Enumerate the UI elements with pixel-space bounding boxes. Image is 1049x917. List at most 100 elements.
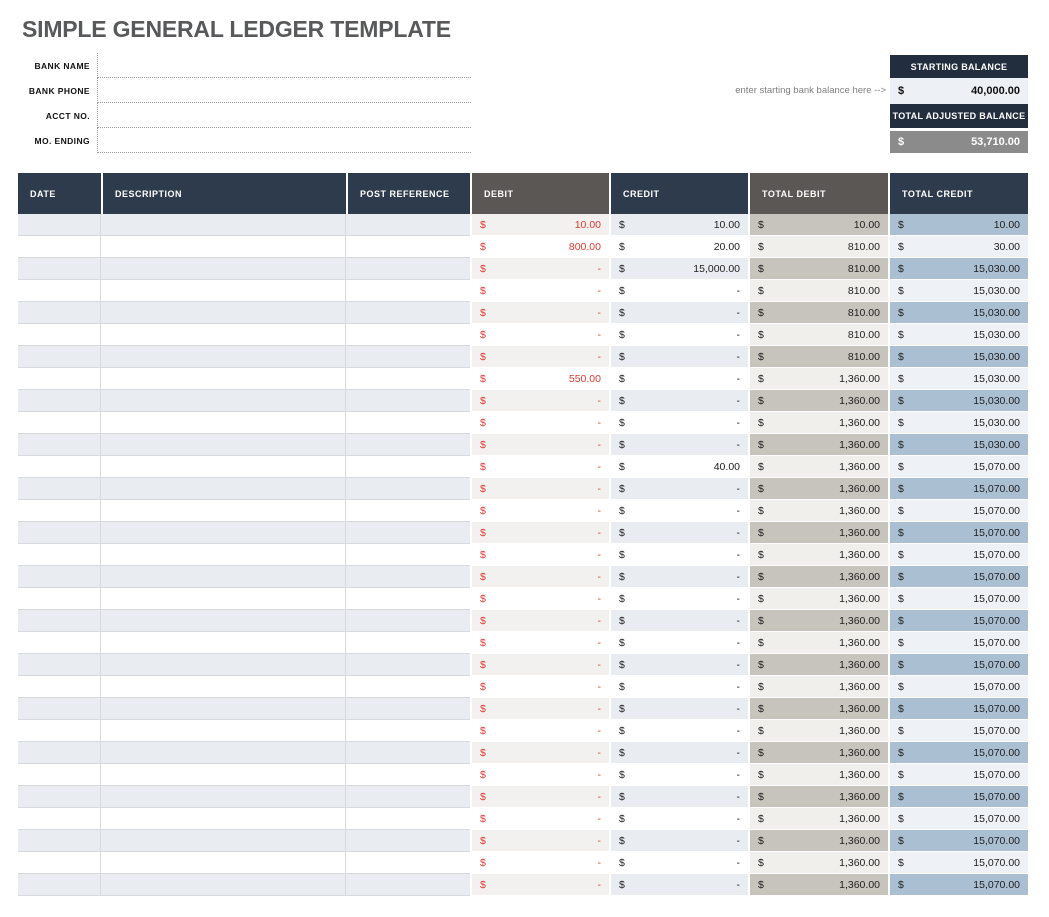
total-credit-cell[interactable]: $15,030.00: [888, 390, 1028, 412]
description-cell[interactable]: [101, 544, 346, 566]
date-cell[interactable]: [18, 742, 101, 764]
description-cell[interactable]: [101, 478, 346, 500]
post-reference-cell[interactable]: [346, 786, 470, 808]
date-cell[interactable]: [18, 522, 101, 544]
bank-phone-field[interactable]: [97, 78, 471, 103]
date-cell[interactable]: [18, 456, 101, 478]
total-debit-cell[interactable]: $1,360.00: [748, 632, 888, 654]
description-cell[interactable]: [101, 632, 346, 654]
debit-cell[interactable]: $ -: [470, 588, 609, 610]
credit-cell[interactable]: $ -: [609, 874, 748, 896]
date-cell[interactable]: [18, 566, 101, 588]
description-cell[interactable]: [101, 280, 346, 302]
total-debit-cell[interactable]: $1,360.00: [748, 478, 888, 500]
date-cell[interactable]: [18, 302, 101, 324]
description-cell[interactable]: [101, 302, 346, 324]
credit-cell[interactable]: $ -: [609, 434, 748, 456]
credit-cell[interactable]: $ -: [609, 302, 748, 324]
debit-cell[interactable]: $ -: [470, 522, 609, 544]
mo-ending-field[interactable]: [97, 128, 471, 153]
total-debit-cell[interactable]: $810.00: [748, 280, 888, 302]
date-cell[interactable]: [18, 390, 101, 412]
total-debit-cell[interactable]: $1,360.00: [748, 588, 888, 610]
total-debit-cell[interactable]: $1,360.00: [748, 566, 888, 588]
date-cell[interactable]: [18, 434, 101, 456]
post-reference-cell[interactable]: [346, 390, 470, 412]
credit-cell[interactable]: $ -: [609, 368, 748, 390]
credit-cell[interactable]: $ -: [609, 720, 748, 742]
post-reference-cell[interactable]: [346, 280, 470, 302]
total-debit-cell[interactable]: $1,360.00: [748, 808, 888, 830]
post-reference-cell[interactable]: [346, 764, 470, 786]
date-cell[interactable]: [18, 324, 101, 346]
debit-cell[interactable]: $ -: [470, 346, 609, 368]
total-credit-cell[interactable]: $30.00: [888, 236, 1028, 258]
post-reference-cell[interactable]: [346, 368, 470, 390]
date-cell[interactable]: [18, 764, 101, 786]
date-cell[interactable]: [18, 808, 101, 830]
total-credit-cell[interactable]: $15,070.00: [888, 522, 1028, 544]
date-cell[interactable]: [18, 236, 101, 258]
credit-cell[interactable]: $10.00: [609, 214, 748, 236]
total-credit-cell[interactable]: $15,030.00: [888, 346, 1028, 368]
debit-cell[interactable]: $ -: [470, 390, 609, 412]
total-debit-cell[interactable]: $1,360.00: [748, 390, 888, 412]
total-credit-cell[interactable]: $15,070.00: [888, 676, 1028, 698]
debit-cell[interactable]: $ -: [470, 852, 609, 874]
post-reference-cell[interactable]: [346, 500, 470, 522]
debit-cell[interactable]: $ -: [470, 874, 609, 896]
total-debit-cell[interactable]: $1,360.00: [748, 676, 888, 698]
total-credit-cell[interactable]: $15,070.00: [888, 544, 1028, 566]
total-debit-cell[interactable]: $1,360.00: [748, 698, 888, 720]
credit-cell[interactable]: $ -: [609, 544, 748, 566]
description-cell[interactable]: [101, 500, 346, 522]
description-cell[interactable]: [101, 874, 346, 896]
debit-cell[interactable]: $ -: [470, 610, 609, 632]
debit-cell[interactable]: $800.00: [470, 236, 609, 258]
starting-balance-cell[interactable]: $ 40,000.00: [890, 78, 1028, 104]
total-debit-cell[interactable]: $1,360.00: [748, 368, 888, 390]
post-reference-cell[interactable]: [346, 258, 470, 280]
total-debit-cell[interactable]: $810.00: [748, 258, 888, 280]
total-debit-cell[interactable]: $1,360.00: [748, 786, 888, 808]
date-cell[interactable]: [18, 544, 101, 566]
post-reference-cell[interactable]: [346, 324, 470, 346]
date-cell[interactable]: [18, 346, 101, 368]
date-cell[interactable]: [18, 874, 101, 896]
total-debit-cell[interactable]: $810.00: [748, 236, 888, 258]
total-credit-cell[interactable]: $15,070.00: [888, 456, 1028, 478]
credit-cell[interactable]: $ -: [609, 830, 748, 852]
debit-cell[interactable]: $ -: [470, 830, 609, 852]
date-cell[interactable]: [18, 368, 101, 390]
credit-cell[interactable]: $ -: [609, 478, 748, 500]
total-credit-cell[interactable]: $15,070.00: [888, 566, 1028, 588]
credit-cell[interactable]: $ -: [609, 698, 748, 720]
post-reference-cell[interactable]: [346, 742, 470, 764]
description-cell[interactable]: [101, 346, 346, 368]
post-reference-cell[interactable]: [346, 456, 470, 478]
description-cell[interactable]: [101, 456, 346, 478]
post-reference-cell[interactable]: [346, 830, 470, 852]
total-credit-cell[interactable]: $15,030.00: [888, 412, 1028, 434]
total-credit-cell[interactable]: $15,030.00: [888, 324, 1028, 346]
description-cell[interactable]: [101, 654, 346, 676]
total-debit-cell[interactable]: $1,360.00: [748, 830, 888, 852]
post-reference-cell[interactable]: [346, 852, 470, 874]
total-debit-cell[interactable]: $810.00: [748, 324, 888, 346]
credit-cell[interactable]: $ -: [609, 808, 748, 830]
total-credit-cell[interactable]: $15,030.00: [888, 368, 1028, 390]
total-debit-cell[interactable]: $1,360.00: [748, 720, 888, 742]
post-reference-cell[interactable]: [346, 632, 470, 654]
total-credit-cell[interactable]: $15,070.00: [888, 720, 1028, 742]
total-debit-cell[interactable]: $1,360.00: [748, 500, 888, 522]
description-cell[interactable]: [101, 698, 346, 720]
date-cell[interactable]: [18, 588, 101, 610]
post-reference-cell[interactable]: [346, 808, 470, 830]
credit-cell[interactable]: $ -: [609, 324, 748, 346]
date-cell[interactable]: [18, 698, 101, 720]
description-cell[interactable]: [101, 258, 346, 280]
date-cell[interactable]: [18, 632, 101, 654]
post-reference-cell[interactable]: [346, 214, 470, 236]
total-credit-cell[interactable]: $10.00: [888, 214, 1028, 236]
total-credit-cell[interactable]: $15,070.00: [888, 632, 1028, 654]
